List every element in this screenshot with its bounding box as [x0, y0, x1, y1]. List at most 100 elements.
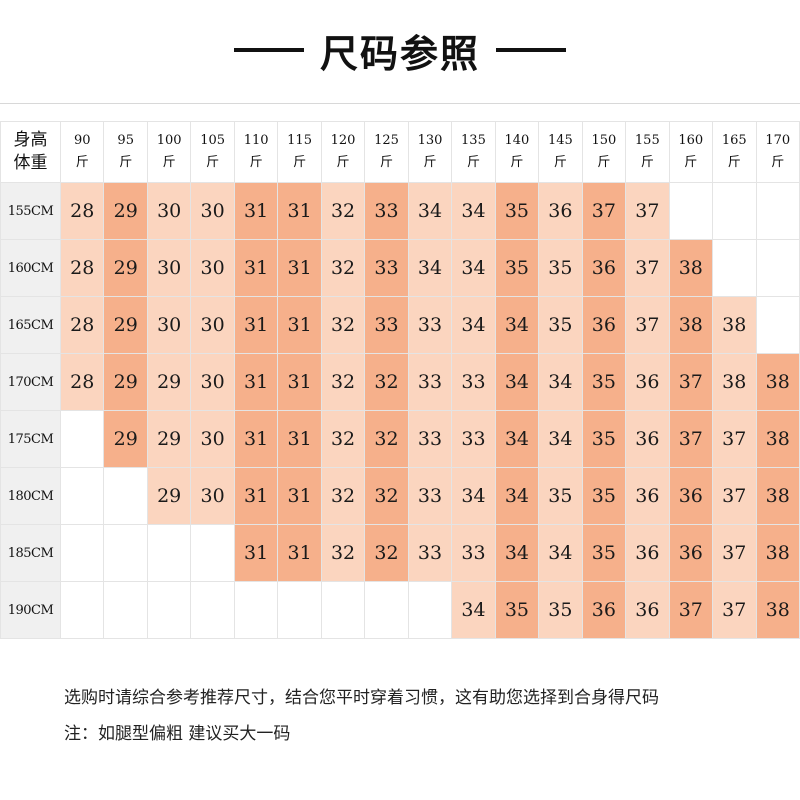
size-row: 170CM 28 29 29 30 31 31 32 32 33 33 34 34 35 36 37 38 38 — [0, 353, 800, 411]
weight-value: 135 — [461, 133, 486, 148]
size-cell: 36 — [625, 353, 670, 411]
size-cell: 35 — [538, 467, 583, 525]
size-cell: 34 — [451, 182, 496, 240]
size-cell: 30 — [146, 296, 192, 354]
size-cell: 34 — [538, 524, 583, 582]
size-cell: 35 — [581, 353, 627, 411]
title-divider — [0, 103, 800, 104]
size-cell: 34 — [538, 410, 583, 468]
size-cell — [755, 182, 800, 240]
size-row: 160CM 28 29 30 30 31 31 32 33 34 34 35 35 36 37 38 — [0, 239, 800, 297]
weight-unit: 斤 — [75, 155, 89, 170]
weight-header-cell: 110 斤 — [233, 121, 279, 183]
weight-header-cell: 165 斤 — [712, 121, 757, 183]
weight-value: 100 — [156, 133, 182, 148]
title-bar: 尺码参照 — [0, 22, 800, 78]
weight-unit: 斤 — [597, 155, 611, 170]
size-cell: 31 — [233, 353, 279, 411]
size-cell: 34 — [451, 467, 496, 525]
weight-header-cell: 115 斤 — [277, 121, 322, 183]
weight-header-cell: 95 斤 — [103, 121, 148, 183]
height-label: 190CM — [0, 581, 61, 639]
weight-unit: 斤 — [771, 155, 785, 170]
size-cell: 32 — [364, 467, 409, 525]
size-cell: 33 — [451, 524, 496, 582]
size-cell: 32 — [320, 296, 366, 354]
height-label: 185CM — [0, 524, 61, 582]
size-cell: 35 — [494, 182, 540, 240]
weight-header-cell: 120 斤 — [320, 121, 366, 183]
size-cell: 29 — [146, 410, 192, 468]
size-cell: 32 — [320, 239, 366, 297]
weight-value: 165 — [721, 133, 747, 148]
size-cell: 33 — [407, 467, 453, 525]
size-cell: 37 — [668, 410, 714, 468]
size-row: 165CM 28 29 30 30 31 31 32 33 33 34 34 35 36 37 38 38 — [0, 296, 800, 354]
height-label: 170CM — [0, 353, 61, 411]
weight-unit: 斤 — [466, 155, 480, 170]
size-cell — [407, 581, 453, 639]
size-cell: 29 — [103, 353, 148, 411]
weight-unit: 斤 — [380, 155, 394, 170]
size-cell — [277, 581, 322, 639]
weight-value: 150 — [591, 133, 617, 148]
size-cell: 38 — [668, 239, 714, 297]
size-cell — [103, 581, 148, 639]
size-cell: 32 — [364, 410, 409, 468]
size-row: 190CM 34 35 35 36 36 37 37 38 — [0, 581, 800, 639]
size-cell: 36 — [625, 524, 670, 582]
weight-unit: 斤 — [249, 155, 263, 170]
size-cell: 37 — [712, 467, 757, 525]
weight-unit: 斤 — [293, 155, 307, 170]
height-label: 180CM — [0, 467, 61, 525]
corner-label-height: 身高 — [13, 130, 48, 150]
size-cell: 38 — [755, 353, 800, 411]
size-cell: 35 — [581, 467, 627, 525]
size-cell: 31 — [277, 239, 322, 297]
size-cell: 29 — [103, 182, 148, 240]
size-cell: 31 — [233, 239, 279, 297]
weight-unit: 斤 — [206, 155, 220, 170]
weight-header-row: 身高 体重 90 斤 95 斤 100 斤 105 斤 110 斤 115 斤 120 斤 125 斤 130 斤… — [0, 121, 800, 183]
size-cell: 29 — [146, 467, 192, 525]
size-cell: 38 — [755, 524, 800, 582]
weight-header-cell: 105 斤 — [190, 121, 235, 183]
size-row: 185CM 31 31 32 32 33 33 34 34 35 36 36 37 38 — [0, 524, 800, 582]
size-cell — [190, 524, 235, 582]
size-cell — [59, 581, 105, 639]
size-cell: 37 — [668, 353, 714, 411]
size-cell: 33 — [407, 296, 453, 354]
weight-value: 120 — [330, 133, 356, 148]
weight-header-cell: 90 斤 — [59, 121, 105, 183]
size-cell: 35 — [581, 410, 627, 468]
weight-unit: 斤 — [640, 155, 654, 170]
size-cell: 30 — [146, 239, 192, 297]
size-cell: 31 — [277, 410, 322, 468]
size-cell: 30 — [146, 182, 192, 240]
size-cell: 31 — [233, 410, 279, 468]
size-cell: 36 — [581, 296, 627, 354]
size-cell: 33 — [364, 296, 409, 354]
size-cell: 32 — [320, 467, 366, 525]
weight-unit: 斤 — [553, 155, 567, 170]
size-cell: 30 — [190, 239, 235, 297]
size-cell: 33 — [451, 410, 496, 468]
size-cell: 37 — [712, 581, 757, 639]
size-cell: 38 — [755, 467, 800, 525]
size-cell: 31 — [233, 524, 279, 582]
size-cell: 38 — [712, 296, 757, 354]
note-line-2: 注：如腿型偏粗 建议买大一码 — [64, 724, 291, 744]
size-row: 175CM 29 29 30 31 31 32 32 33 33 34 34 35 36 37 37 38 — [0, 410, 800, 468]
size-cell: 33 — [407, 353, 453, 411]
size-cell — [103, 524, 148, 582]
size-cell: 30 — [190, 467, 235, 525]
height-label: 175CM — [0, 410, 61, 468]
size-cell — [59, 524, 105, 582]
size-cell: 37 — [712, 410, 757, 468]
size-cell — [146, 524, 192, 582]
weight-unit: 斤 — [162, 155, 176, 170]
size-row: 180CM 29 30 31 31 32 32 33 34 34 35 35 36 36 37 38 — [0, 467, 800, 525]
size-cell: 35 — [538, 239, 583, 297]
corner-label-weight: 体重 — [13, 153, 48, 173]
size-cell: 34 — [494, 467, 540, 525]
